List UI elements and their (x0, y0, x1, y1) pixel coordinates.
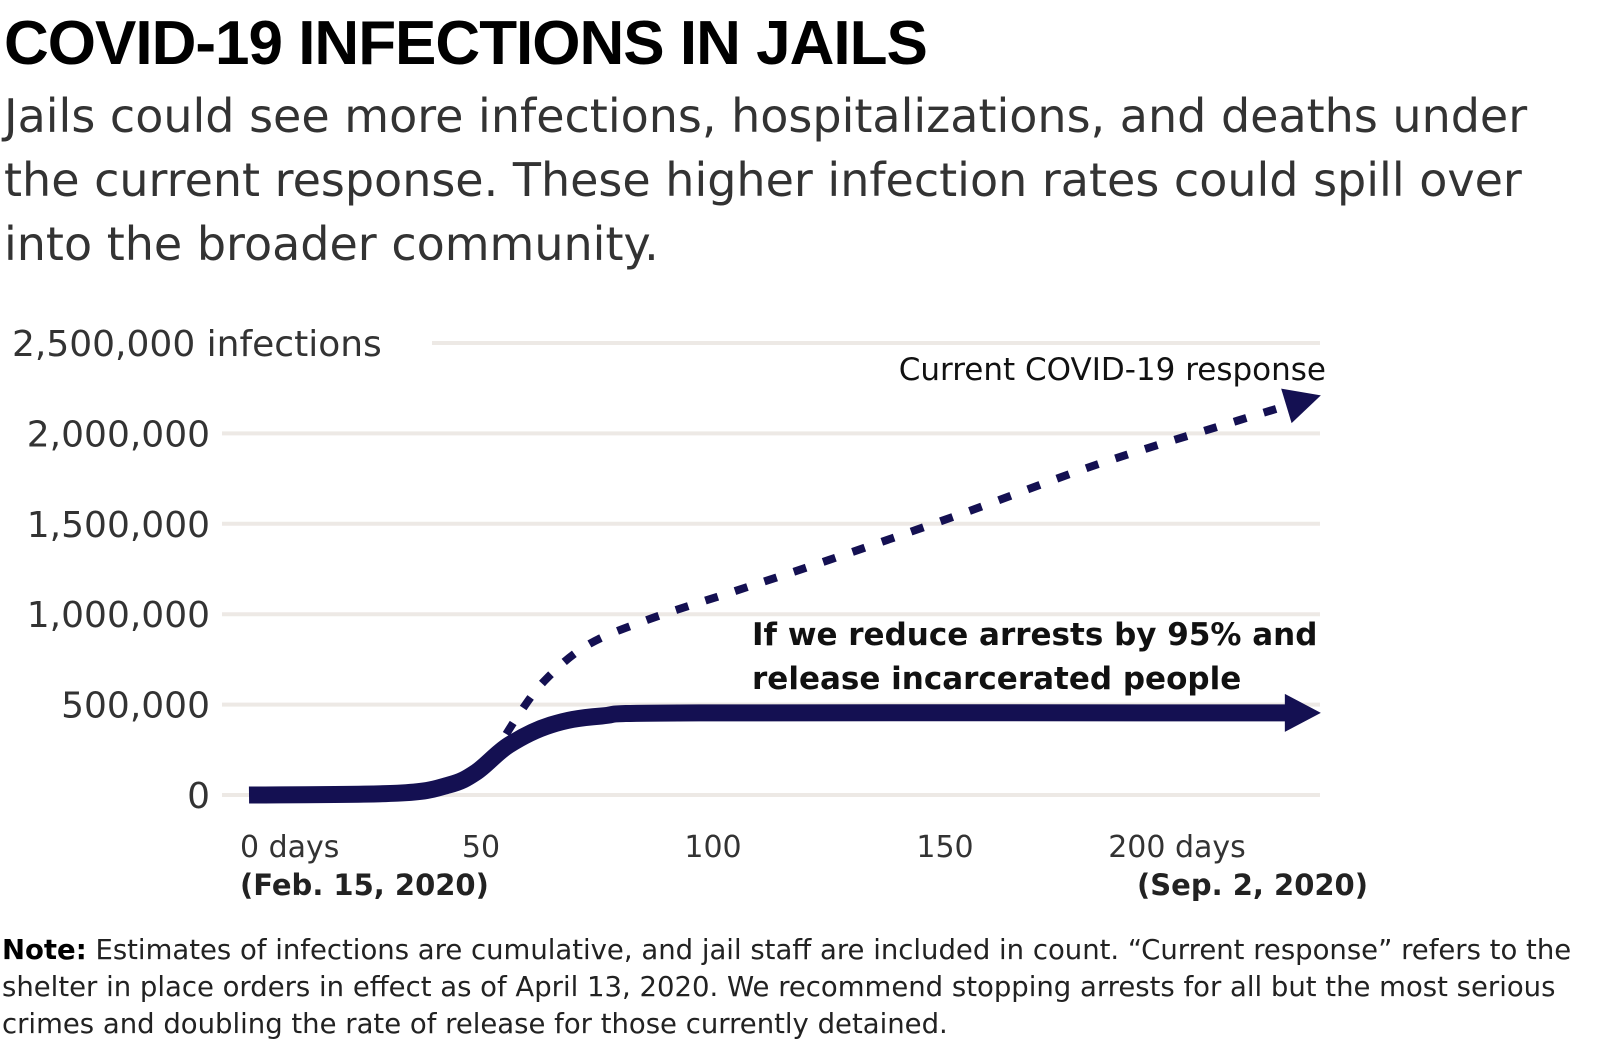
y-tick-label: 500,000 (61, 686, 210, 727)
series-current-response-line (486, 400, 1294, 763)
chart-subtitle: Jails could see more infections, hospita… (4, 89, 1528, 271)
x-tick-label: 0 days (240, 830, 339, 865)
note: Note: Estimates of infections are cumula… (2, 932, 1592, 1043)
chart: 0 500,000 1,000,000 1,500,000 2,000,000 2,500… (12, 324, 1368, 902)
y-tick-label: 2,500,000 infections (12, 324, 382, 365)
note-text: Estimates of infections are cumulative, … (2, 934, 1572, 1040)
chart-title: COVID-19 INFECTIONS IN JAILS (4, 9, 928, 78)
arrowhead-icon (1284, 693, 1321, 732)
y-tick-label: 1,500,000 (27, 505, 210, 546)
annotation-reduce-arrests: If we reduce arrests by 95% and (752, 617, 1317, 653)
arrowhead-icon (1281, 388, 1321, 424)
annotation-release: release incarcerated people (752, 661, 1241, 697)
x-tick-date-label: (Sep. 2, 2020) (1137, 868, 1368, 902)
x-tick-label: 100 (684, 830, 741, 865)
x-tick-date-label: (Feb. 15, 2020) (240, 868, 489, 902)
y-tick-label: 0 (187, 776, 210, 817)
series-reduced-arrests-line (248, 704, 1291, 804)
annotation-current-response: Current COVID-19 response (899, 352, 1326, 388)
y-tick-label: 1,000,000 (27, 595, 210, 636)
y-tick-label: 2,000,000 (27, 414, 210, 455)
note-label: Note: (2, 934, 87, 966)
x-tick-label: 200 days (1108, 830, 1246, 865)
x-tick-label: 150 (916, 830, 973, 865)
x-tick-label: 50 (462, 830, 500, 865)
